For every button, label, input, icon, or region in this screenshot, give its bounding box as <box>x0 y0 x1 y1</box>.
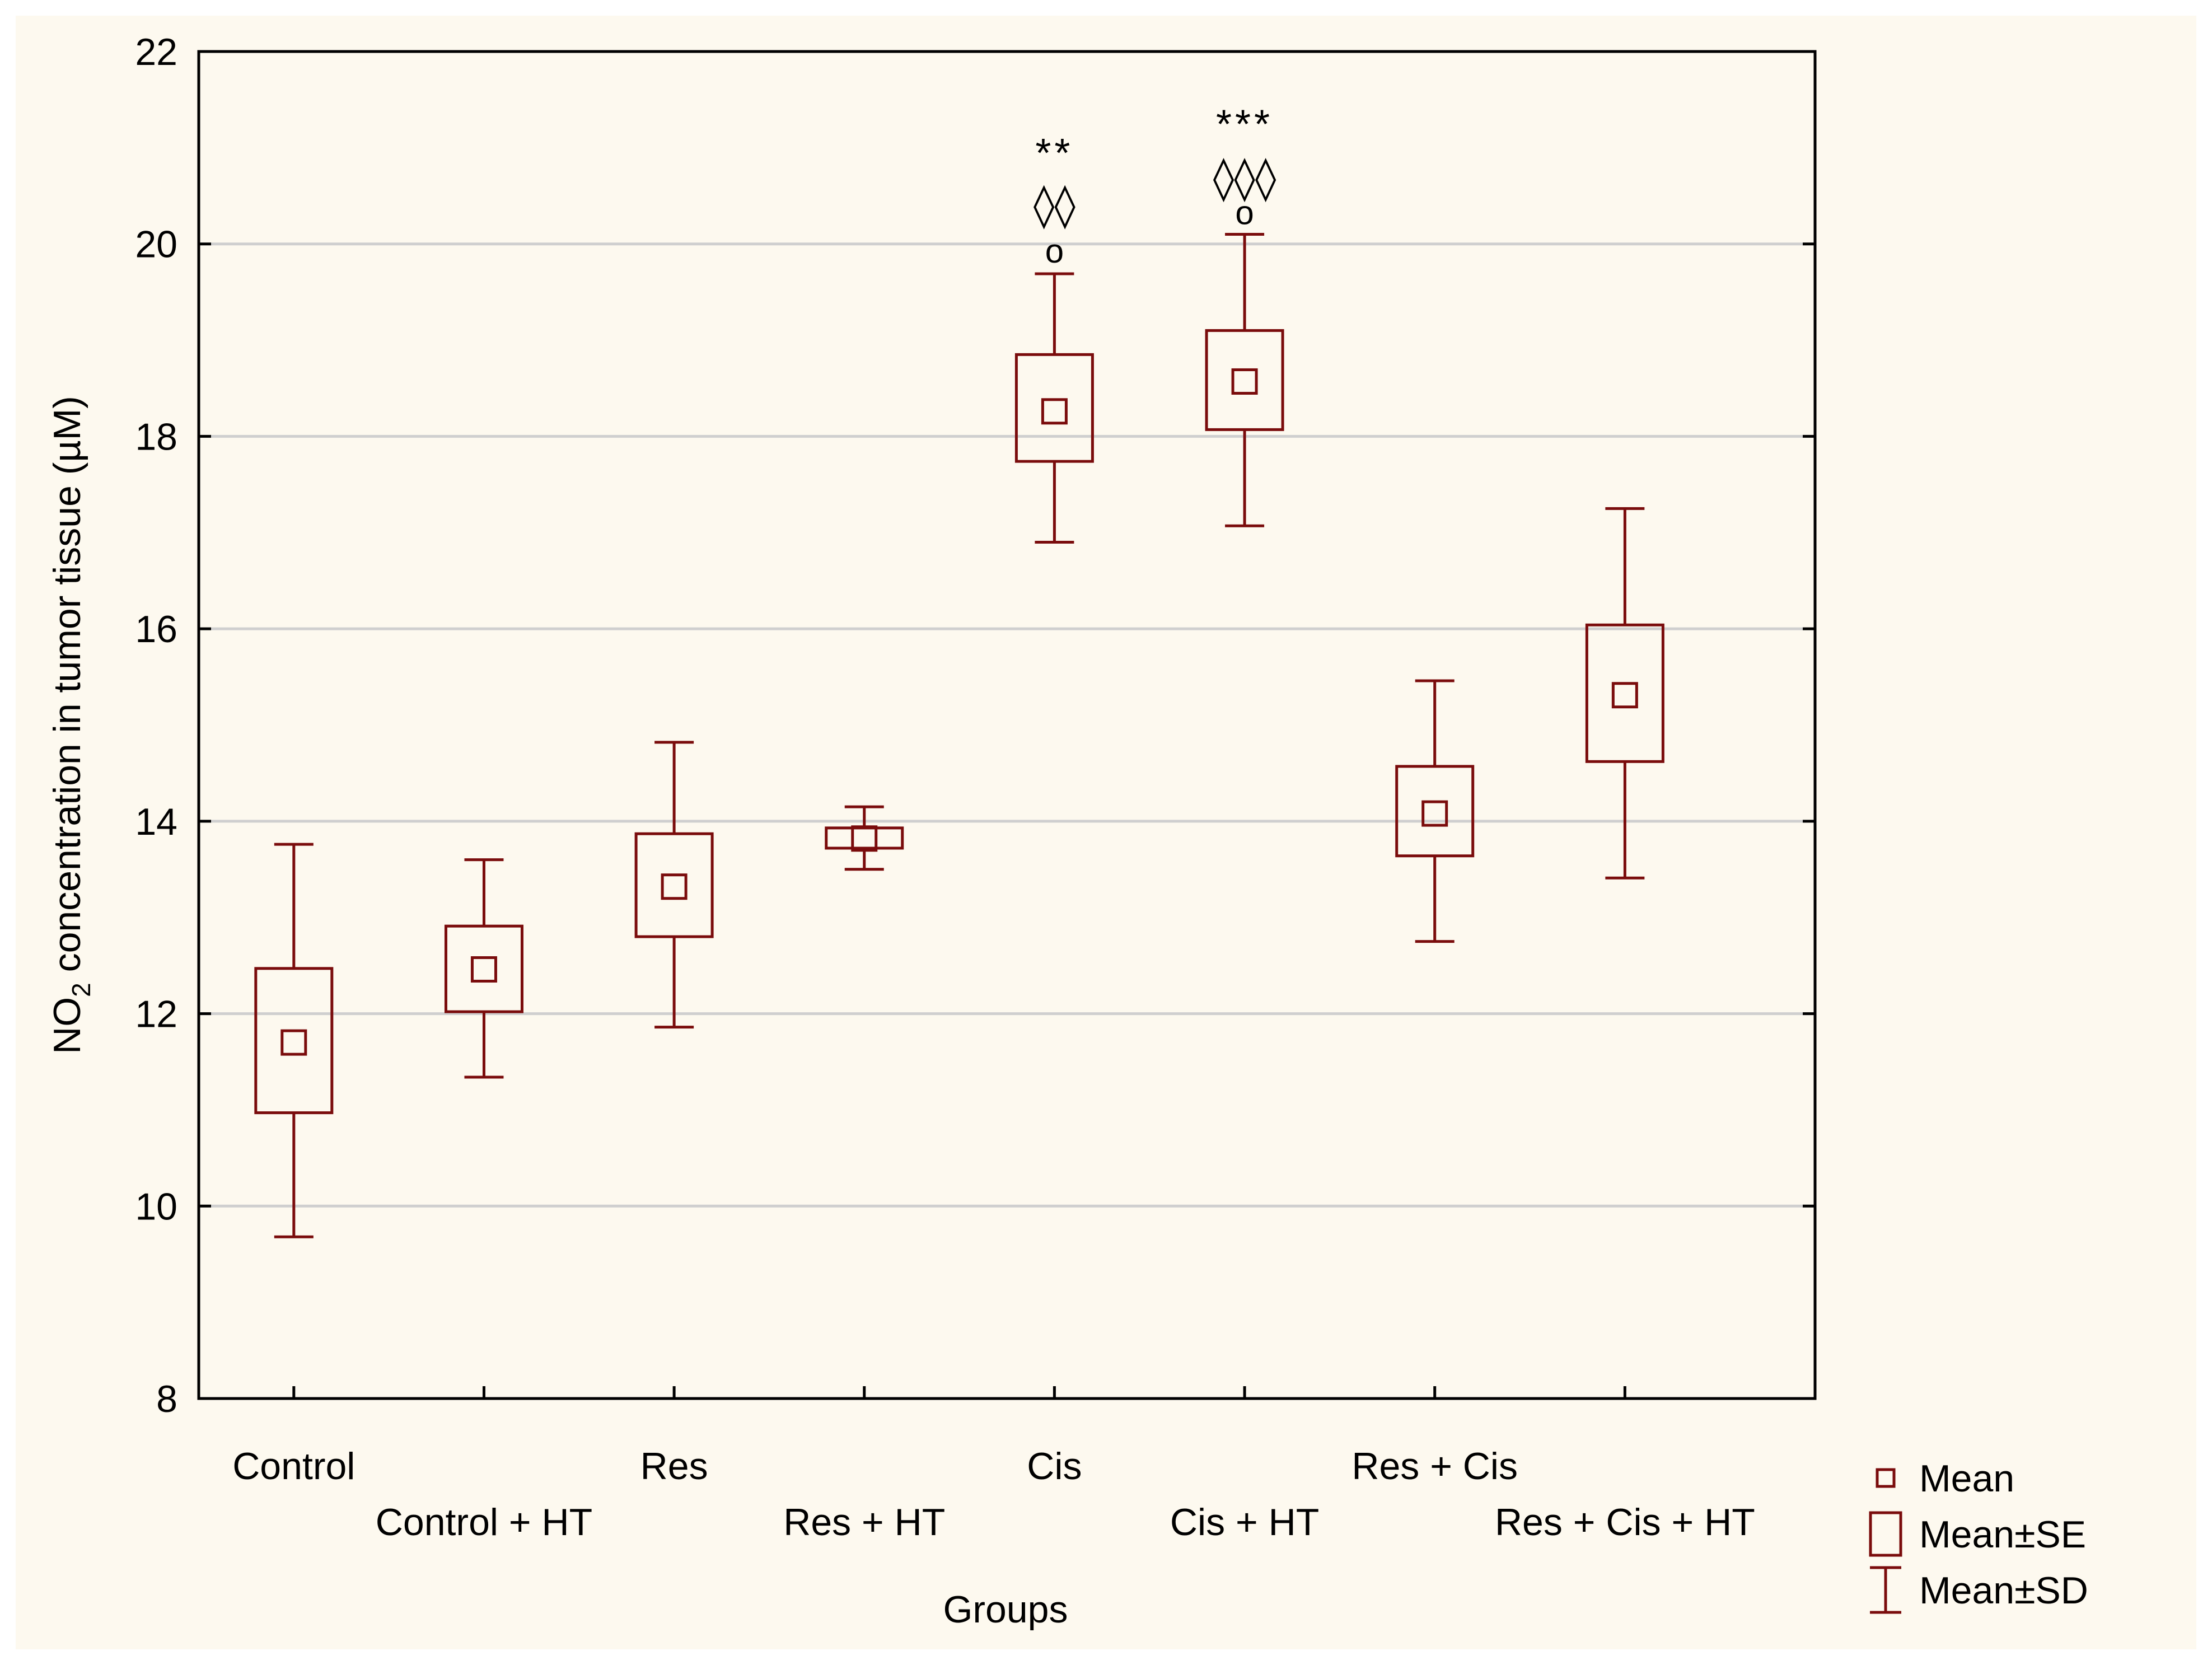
se-box-res-plus-cis <box>1395 765 1475 858</box>
box-group-res-plus-cis-plus-ht <box>1585 507 1664 880</box>
box-group-cis <box>1014 272 1094 544</box>
mean-marker-cis <box>1041 398 1068 425</box>
y-axis-title: NO2 concentration in tumor tissue (µM) <box>46 396 96 1054</box>
mean-marker-res-plus-ht <box>851 825 878 852</box>
box-plot-chart: o◊◊**o◊◊◊*** 810121416182022ControlContr… <box>46 31 2088 1631</box>
mean-marker-res <box>661 873 688 900</box>
x-tick-label: Cis <box>1027 1445 1082 1488</box>
se-box-res-plus-cis-plus-ht <box>1585 623 1664 763</box>
axes <box>197 50 1817 1400</box>
y-axis-title-prefix: NO <box>46 997 88 1054</box>
legend-label: Mean <box>1919 1457 2014 1500</box>
x-tick-label: Res + HT <box>783 1501 945 1544</box>
plot-area <box>254 233 1664 1238</box>
outlier-circle-cis-plus-ht: o <box>1235 194 1254 231</box>
box-group-control-plus-ht <box>444 858 523 1079</box>
y-tick-label: 12 <box>135 993 177 1036</box>
x-tick-label: Res + Cis + HT <box>1495 1501 1755 1544</box>
mean-marker-control-plus-ht <box>470 956 497 983</box>
diamond-marks-cis: ◊◊ <box>1033 180 1076 230</box>
plot-frame <box>197 50 1817 1400</box>
se-box-control <box>254 967 334 1115</box>
y-tick-label: 20 <box>135 223 177 266</box>
y-tick-label: 10 <box>135 1185 177 1228</box>
se-box-res-plus-ht <box>825 826 904 850</box>
y-axis-title-subscript: 2 <box>67 983 96 997</box>
y-axis-title-suffix: concentration in tumor tissue (µM) <box>46 396 88 983</box>
box-group-control <box>254 843 334 1238</box>
mean-marker-res-plus-cis-plus-ht <box>1611 682 1638 709</box>
diamond-marks-cis-plus-ht: ◊◊◊ <box>1213 153 1276 203</box>
x-tick-label: Cis + HT <box>1170 1501 1319 1544</box>
se-box-cis-plus-ht <box>1205 329 1284 431</box>
se-box-cis <box>1014 353 1094 463</box>
legend-label: Mean±SD <box>1919 1569 2088 1612</box>
se-box-res <box>634 832 714 938</box>
legend-item-mean-se: Mean±SE <box>1869 1511 2086 1557</box>
legend-mean-swatch <box>1876 1468 1896 1488</box>
significance-annotations: o◊◊**o◊◊◊*** <box>1033 102 1276 270</box>
legend-se-swatch <box>1869 1511 1902 1557</box>
chart-background: o ◊◊ ** o ◊◊◊ *** 8 10 12 14 16 18 20 22 Control Contr… <box>16 16 2196 1649</box>
y-tick-label: 22 <box>135 31 177 73</box>
significance-stars-cis: ** <box>1035 131 1073 176</box>
y-tick-label: 16 <box>135 608 177 651</box>
outlier-circle-cis: o <box>1045 232 1064 270</box>
significance-stars-cis-plus-ht: *** <box>1216 102 1273 147</box>
axis-labels: 8 10 12 14 16 18 20 22 Control Control + HT Res Res… <box>46 31 1755 1631</box>
x-tick-label: Res <box>640 1445 708 1488</box>
gridlines <box>199 242 1815 1208</box>
x-tick-label: Control + HT <box>376 1501 592 1544</box>
box-group-cis-plus-ht <box>1205 233 1284 527</box>
legend-item-mean-sd: Mean±SD <box>1870 1566 2088 1614</box>
legend-label: Mean±SE <box>1919 1513 2086 1556</box>
y-tick-label: 14 <box>135 801 177 843</box>
legend-item-mean: Mean <box>1876 1457 2014 1500</box>
box-group-res-plus-ht <box>825 805 904 871</box>
y-tick-label: 18 <box>135 415 177 458</box>
se-box-control-plus-ht <box>444 924 523 1013</box>
x-tick-label: Control <box>232 1445 355 1488</box>
mean-marker-control <box>280 1029 307 1056</box>
y-tick-label: 8 <box>156 1378 177 1420</box>
box-group-res <box>634 741 714 1029</box>
x-axis-title: Groups <box>943 1588 1068 1631</box>
box-group-res-plus-cis <box>1395 679 1475 943</box>
mean-marker-res-plus-cis <box>1421 800 1448 827</box>
x-tick-label: Res + Cis <box>1351 1445 1518 1488</box>
legend: Mean Mean±SE Mean±SD <box>1869 1457 2088 1614</box>
mean-marker-cis-plus-ht <box>1231 368 1258 395</box>
